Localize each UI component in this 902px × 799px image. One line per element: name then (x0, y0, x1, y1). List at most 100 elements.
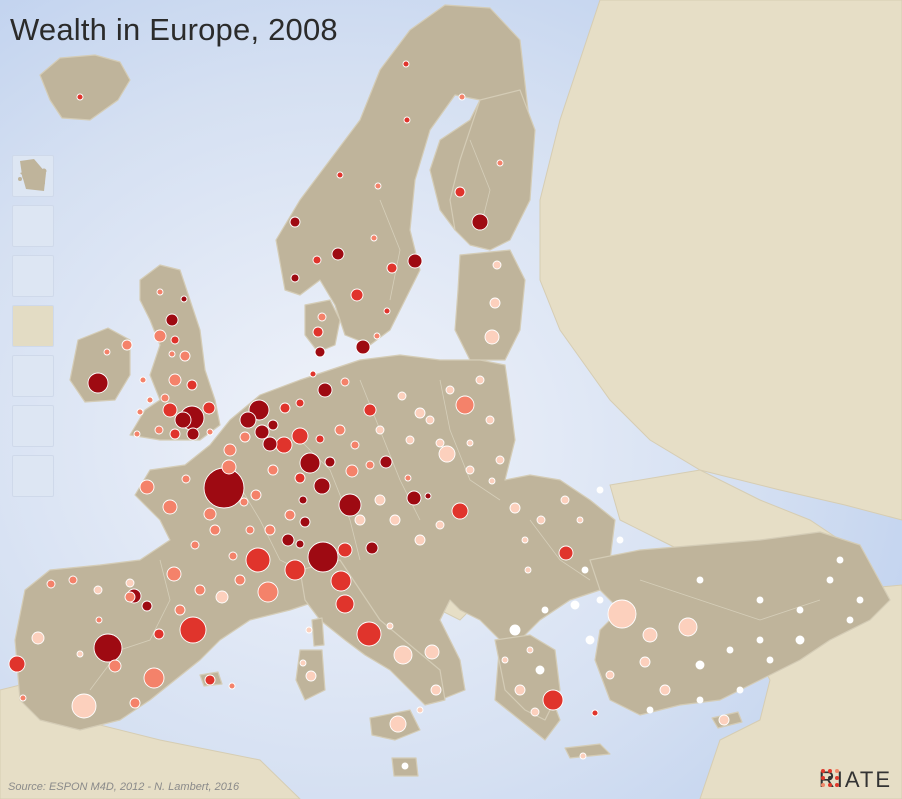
wealth-symbol (430, 684, 442, 696)
wealth-symbol (331, 247, 345, 261)
wealth-symbol (596, 486, 604, 494)
wealth-symbol (76, 650, 84, 658)
wealth-symbol (596, 596, 604, 604)
wealth-symbol (250, 489, 262, 501)
wealth-symbol (414, 407, 426, 419)
wealth-symbol (168, 350, 176, 358)
wealth-symbol (264, 524, 276, 536)
wealth-symbol (204, 674, 216, 686)
wealth-symbol (581, 566, 589, 574)
wealth-symbol (239, 431, 251, 443)
wealth-symbol (317, 382, 333, 398)
wealth-symbol (174, 604, 186, 616)
wealth-symbol (267, 419, 279, 431)
wealth-symbol (489, 297, 501, 309)
wealth-symbol (284, 559, 306, 581)
inset-reunion (12, 166, 54, 297)
wealth-symbol (530, 707, 540, 717)
wealth-symbol (576, 516, 584, 524)
wealth-symbol (267, 464, 279, 476)
inset-madeira (12, 169, 54, 247)
wealth-symbol (451, 502, 469, 520)
wealth-symbol (312, 255, 322, 265)
wealth-symbol (317, 312, 327, 322)
wealth-symbol (475, 375, 485, 385)
wealth-symbol (162, 402, 178, 418)
wealth-symbol (125, 578, 135, 588)
wealth-symbol (374, 494, 386, 506)
wealth-symbol (139, 479, 155, 495)
wealth-symbol (356, 621, 382, 647)
wealth-symbol (542, 689, 564, 711)
wealth-symbol (642, 627, 658, 643)
wealth-symbol (289, 216, 301, 228)
wealth-symbol (541, 606, 549, 614)
denmark (304, 299, 341, 353)
wealth-symbol (696, 576, 704, 584)
wealth-symbol (756, 596, 764, 604)
wealth-symbol (605, 670, 615, 680)
overseas-insets (12, 155, 56, 505)
wealth-symbol (379, 455, 393, 469)
wealth-symbol (245, 547, 271, 573)
wealth-symbol (585, 635, 595, 645)
wealth-symbol (535, 665, 545, 675)
wealth-symbol (406, 490, 422, 506)
wealth-symbol (402, 60, 410, 68)
wealth-symbol (445, 385, 455, 395)
wealth-symbol (495, 455, 505, 465)
wealth-symbol (154, 425, 164, 435)
wealth-symbol (370, 234, 378, 242)
wealth-symbol (315, 434, 325, 444)
wealth-symbol (141, 600, 153, 612)
island-icon (24, 167, 39, 182)
wealth-symbol (76, 93, 84, 101)
wealth-symbol (350, 288, 364, 302)
wealth-symbol (299, 659, 307, 667)
wealth-symbol (374, 182, 382, 190)
wealth-symbol (180, 295, 188, 303)
wealth-symbol (136, 408, 144, 416)
wealth-symbol (414, 534, 426, 546)
wealth-symbol (203, 467, 245, 509)
wealth-symbol (223, 443, 237, 457)
wealth-symbol (509, 502, 521, 514)
wealth-symbol (365, 541, 379, 555)
wealth-symbol (678, 617, 698, 637)
wealth-symbol (465, 465, 475, 475)
wealth-symbol (284, 509, 296, 521)
riate-logo-icon (820, 769, 839, 787)
wealth-symbol (438, 445, 456, 463)
wealth-symbol (846, 616, 854, 624)
wealth-symbol (298, 495, 308, 505)
wealth-symbol (153, 329, 167, 343)
wealth-symbol (591, 709, 599, 717)
wealth-symbol (254, 424, 270, 440)
wealth-symbol (659, 684, 671, 696)
wealth-symbol (766, 656, 774, 664)
wealth-symbol (795, 635, 805, 645)
wealth-symbol (307, 541, 339, 573)
wealth-symbol (488, 477, 496, 485)
wealth-symbol (165, 313, 179, 327)
wealth-symbol (174, 411, 192, 429)
wealth-symbol (404, 474, 412, 482)
wealth-symbol (455, 395, 475, 415)
wealth-symbol (365, 460, 375, 470)
ireland (69, 327, 131, 403)
wealth-symbol (718, 714, 730, 726)
finland (449, 89, 536, 251)
iceland (39, 54, 131, 121)
wealth-symbol (262, 436, 278, 452)
wealth-symbol (607, 599, 637, 629)
wealth-symbol (514, 684, 526, 696)
wealth-symbol (389, 514, 401, 526)
wealth-symbol (299, 452, 321, 474)
wealth-symbols (8, 60, 864, 770)
wealth-symbol (696, 696, 704, 704)
wealth-symbol (354, 514, 366, 526)
riate-logo: RIATE (819, 767, 892, 793)
wealth-symbol (386, 622, 394, 630)
